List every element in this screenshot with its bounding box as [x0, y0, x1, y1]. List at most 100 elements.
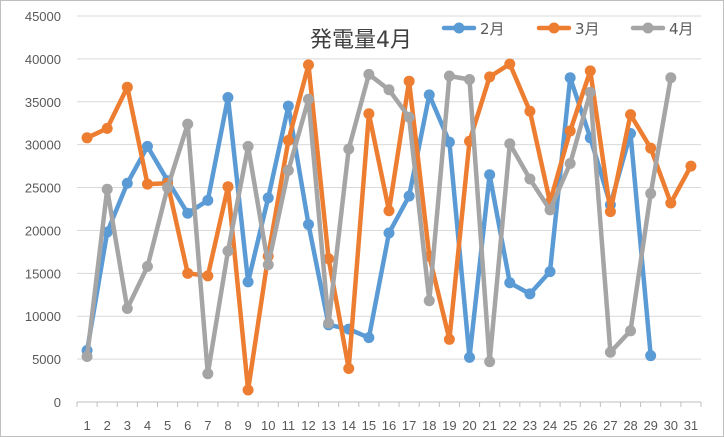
- data-point: [524, 105, 536, 117]
- data-point: [363, 108, 375, 120]
- data-point: [282, 164, 294, 176]
- data-point: [222, 245, 234, 257]
- data-point: [403, 190, 415, 202]
- x-tick-label: 6: [184, 418, 191, 433]
- x-tick-label: 17: [402, 418, 416, 433]
- y-tick-label: 30000: [25, 138, 61, 153]
- data-point: [121, 303, 133, 315]
- legend-label: 4月: [669, 20, 694, 38]
- data-point: [625, 325, 637, 337]
- y-tick-label: 5000: [32, 352, 61, 367]
- x-tick-label: 29: [643, 418, 657, 433]
- data-point: [363, 332, 375, 344]
- x-tick-label: 15: [362, 418, 376, 433]
- data-point: [242, 140, 254, 152]
- data-point: [604, 206, 616, 218]
- data-point: [302, 218, 314, 230]
- data-point: [282, 100, 294, 112]
- data-point: [323, 317, 335, 329]
- data-point: [121, 81, 133, 93]
- data-point: [121, 177, 133, 189]
- data-point: [81, 351, 93, 363]
- y-tick-label: 20000: [25, 223, 61, 238]
- data-point: [464, 351, 476, 363]
- legend-entry: 2月: [441, 20, 505, 38]
- data-point: [584, 86, 596, 98]
- legend-marker: [548, 22, 560, 34]
- legend-label: 3月: [575, 20, 600, 38]
- x-tick-label: 4: [144, 418, 151, 433]
- series-line: [84, 72, 674, 376]
- data-point: [443, 333, 455, 345]
- data-point: [222, 91, 234, 103]
- data-point: [564, 125, 576, 137]
- data-point: [403, 111, 415, 123]
- legend-label: 2月: [480, 20, 505, 38]
- data-point: [101, 122, 113, 134]
- x-tick-label: 13: [321, 418, 335, 433]
- x-axis: 1 2 3 4 5 6 7 8 9 10 11 12 13 14 15 16 17 18 19 20 21 22 23 24 2…: [76, 402, 702, 433]
- legend: 2月 3月 4月: [441, 20, 694, 38]
- data-point: [242, 276, 254, 288]
- data-point: [262, 192, 274, 204]
- x-tick-label: 31: [684, 418, 698, 433]
- data-point: [604, 346, 616, 358]
- data-point: [665, 72, 677, 84]
- data-point: [282, 134, 294, 146]
- data-point: [484, 169, 496, 181]
- x-tick-label: 7: [204, 418, 211, 433]
- x-tick-label: 26: [583, 418, 597, 433]
- data-point: [504, 277, 516, 289]
- series-lines: [81, 58, 697, 396]
- y-tick-label: 45000: [25, 9, 61, 24]
- data-point: [423, 295, 435, 307]
- data-point: [645, 142, 657, 154]
- x-tick-label: 8: [224, 418, 231, 433]
- data-point: [222, 181, 234, 193]
- x-tick-label: 5: [164, 418, 171, 433]
- data-point: [141, 178, 153, 190]
- data-point: [484, 356, 496, 368]
- data-point: [343, 363, 355, 375]
- x-tick-label: 2: [104, 418, 111, 433]
- data-point: [383, 205, 395, 217]
- y-tick-label: 15000: [25, 266, 61, 281]
- x-tick-label: 19: [442, 418, 456, 433]
- y-axis: 0 5000 10000 15000 20000 25000 30000 35000 40000…: [25, 9, 61, 410]
- legend-entry: 3月: [536, 20, 600, 38]
- data-point: [242, 384, 254, 396]
- data-point: [141, 260, 153, 272]
- data-point: [544, 204, 556, 216]
- data-point: [484, 71, 496, 83]
- x-tick-label: 14: [342, 418, 356, 433]
- x-tick-label: 9: [244, 418, 251, 433]
- data-point: [101, 183, 113, 195]
- x-tick-label: 25: [563, 418, 577, 433]
- y-tick-label: 0: [54, 395, 61, 410]
- y-tick-label: 40000: [25, 52, 61, 67]
- x-tick-label: 28: [623, 418, 637, 433]
- x-tick-label: 12: [301, 418, 315, 433]
- x-tick-label: 3: [124, 418, 131, 433]
- data-point: [383, 227, 395, 239]
- x-tick-label: 24: [543, 418, 557, 433]
- data-point: [202, 270, 214, 282]
- data-point: [524, 173, 536, 185]
- data-point: [162, 182, 174, 194]
- data-point: [464, 73, 476, 85]
- data-point: [343, 143, 355, 155]
- data-point: [81, 132, 93, 144]
- data-point: [182, 267, 194, 279]
- x-tick-label: 10: [261, 418, 275, 433]
- data-point: [323, 253, 335, 265]
- legend-marker: [642, 22, 654, 34]
- data-point: [564, 72, 576, 84]
- series-3: [81, 68, 677, 380]
- data-point: [423, 89, 435, 101]
- data-point: [645, 188, 657, 200]
- data-point: [202, 194, 214, 206]
- data-point: [262, 259, 274, 271]
- data-point: [443, 136, 455, 148]
